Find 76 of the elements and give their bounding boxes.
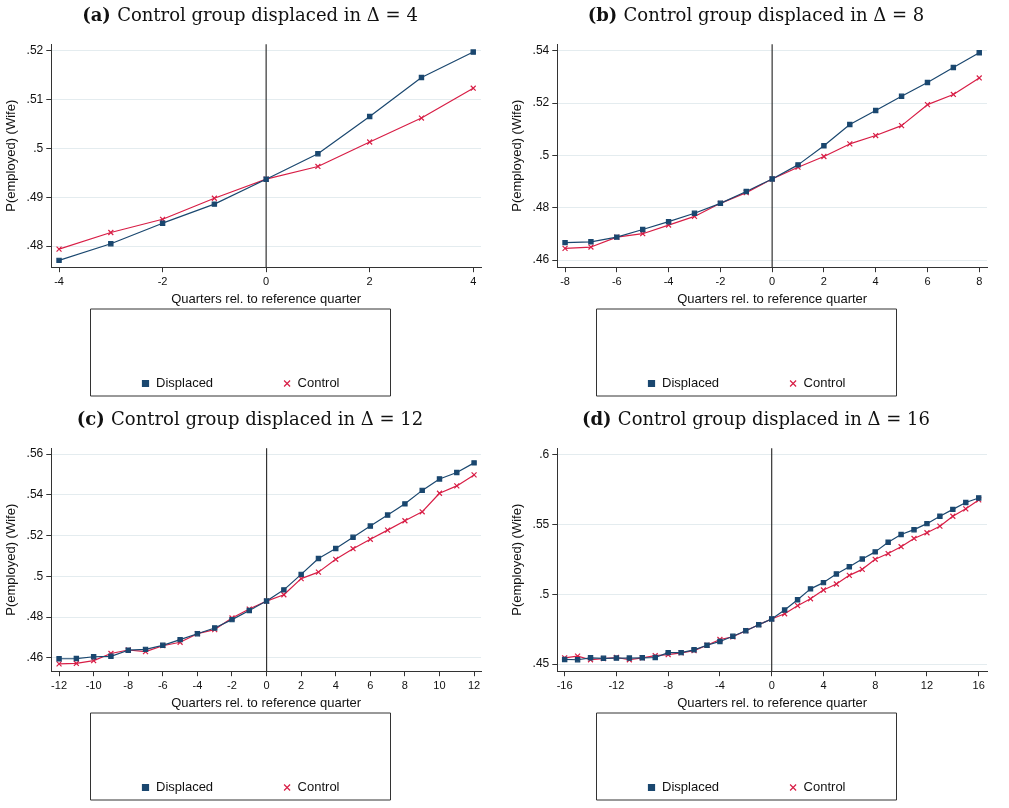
x-tick-label: -4: [54, 274, 64, 287]
x-tick-label: 16: [972, 678, 985, 691]
y-tick-label: .48: [26, 238, 44, 253]
x-tick-label: -6: [611, 274, 622, 287]
x-tick-label: -4: [715, 678, 725, 691]
legend-label: Displaced: [156, 375, 214, 391]
y-tick-label: .56: [26, 446, 44, 461]
y-tick-label: .45: [532, 656, 550, 671]
y-axis-title: P(employed) (Wife): [509, 99, 525, 212]
x-tick-label: -12: [608, 678, 625, 691]
y-tick-label: .55: [532, 516, 550, 531]
x-axis-title: Quarters rel. to reference quarter: [677, 694, 868, 710]
legend-label: Displaced: [662, 779, 720, 795]
x-tick-label: 0: [263, 678, 270, 691]
x-axis-title: Quarters rel. to reference quarter: [677, 290, 868, 306]
y-tick-label: .6: [539, 446, 550, 461]
x-tick-label: -10: [85, 678, 102, 691]
x-tick-label: 0: [263, 274, 270, 287]
x-tick-label: 4: [872, 274, 879, 287]
x-tick-label: 10: [433, 678, 446, 691]
y-tick-label: .52: [26, 42, 44, 57]
x-tick-label: 12: [920, 678, 934, 691]
x-axis-title: Quarters rel. to reference quarter: [171, 694, 362, 710]
x-tick-label: 2: [366, 274, 373, 287]
x-tick-label: 6: [924, 274, 931, 287]
x-tick-label: -2: [157, 274, 168, 287]
chart-title: (d) Control group displaced in Δ = 16: [581, 408, 931, 429]
x-tick-label: 2: [820, 274, 827, 287]
y-tick-label: .54: [26, 487, 44, 502]
x-tick-label: -4: [192, 678, 203, 691]
y-tick-label: .52: [26, 527, 44, 542]
x-tick-label: 4: [820, 678, 827, 691]
chart-title: (c) Control group displaced in Δ = 12: [76, 408, 424, 429]
y-axis-title: P(employed) (Wife): [3, 503, 19, 616]
y-axis-title: P(employed) (Wife): [3, 99, 19, 212]
x-tick-label: -12: [51, 678, 68, 691]
y-tick-label: .5: [539, 147, 550, 162]
x-axis-title: Quarters rel. to reference quarter: [171, 290, 362, 306]
legend-label: Displaced: [662, 375, 720, 391]
y-tick-label: .48: [532, 200, 550, 215]
x-tick-label: -2: [715, 274, 726, 287]
y-tick-label: .49: [26, 189, 44, 204]
x-tick-label: 6: [367, 678, 374, 691]
x-tick-label: 8: [976, 274, 983, 287]
x-tick-label: -8: [560, 274, 570, 287]
x-tick-label: 8: [872, 678, 879, 691]
y-tick-label: .5: [33, 568, 44, 583]
y-tick-label: .48: [26, 609, 44, 624]
x-tick-label: 4: [470, 274, 477, 287]
x-tick-label: 8: [401, 678, 408, 691]
y-axis-title: P(employed) (Wife): [509, 503, 525, 616]
y-tick-label: .54: [532, 43, 550, 58]
y-tick-label: .52: [532, 95, 550, 110]
legend-label: Control: [803, 375, 846, 391]
x-tick-label: 0: [768, 678, 775, 691]
legend-label: Control: [803, 779, 846, 795]
x-tick-label: -2: [227, 678, 237, 691]
chart-title: (a) Control group displaced in Δ = 4: [82, 4, 418, 25]
chart-title: (b) Control group displaced in Δ = 8: [587, 4, 925, 25]
y-tick-label: .5: [539, 586, 550, 601]
x-tick-label: -8: [123, 678, 134, 691]
x-tick-label: 12: [467, 678, 481, 691]
y-tick-label: .46: [26, 650, 44, 665]
x-tick-label: -8: [663, 678, 674, 691]
x-tick-label: 0: [769, 274, 776, 287]
x-tick-label: 2: [298, 678, 305, 691]
x-tick-label: -4: [663, 274, 674, 287]
x-tick-label: -16: [556, 678, 573, 691]
x-tick-label: -6: [157, 678, 168, 691]
legend-label: Displaced: [156, 779, 214, 795]
y-tick-label: .46: [532, 252, 550, 267]
y-tick-label: .51: [26, 91, 44, 106]
legend-label: Control: [297, 779, 340, 795]
legend-label: Control: [297, 375, 340, 391]
x-tick-label: 4: [332, 678, 339, 691]
y-tick-label: .5: [33, 140, 44, 155]
